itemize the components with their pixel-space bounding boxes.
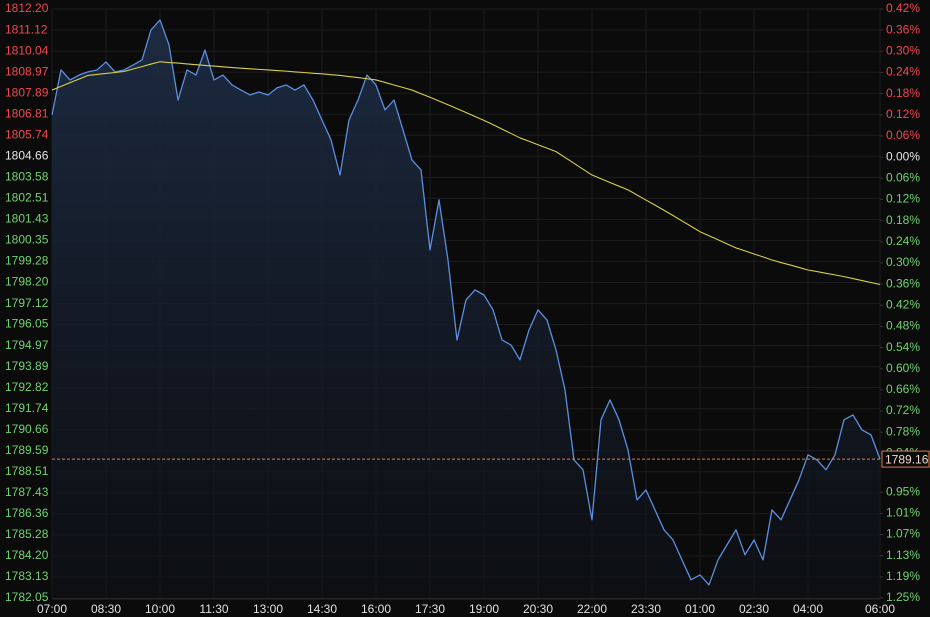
y2-tick-label: 0.48% xyxy=(886,319,920,333)
y-tick-label: 1786.36 xyxy=(5,506,49,520)
x-tick-label: 20:30 xyxy=(523,602,553,616)
y-tick-label: 1796.05 xyxy=(5,317,49,331)
y2-tick-label: 0.00% xyxy=(886,149,920,163)
y-tick-label: 1797.12 xyxy=(5,296,49,310)
y-tick-label: 1791.74 xyxy=(5,401,49,415)
y-tick-label: 1789.59 xyxy=(5,443,49,457)
y2-tick-label: 0.42% xyxy=(886,1,920,15)
y-tick-label: 1800.35 xyxy=(5,233,49,247)
y2-tick-label: 0.30% xyxy=(886,255,920,269)
line xyxy=(51,61,881,285)
x-tick-label: 01:00 xyxy=(685,602,715,616)
y-tick-label: 1788.51 xyxy=(5,464,49,478)
y2-tick-label: 1.13% xyxy=(886,548,920,562)
y2-tick-label: 0.24% xyxy=(886,234,920,248)
y2-tick-label: 1.25% xyxy=(886,590,920,604)
y-tick-label: 1801.43 xyxy=(5,212,49,226)
y-tick-label: 1799.28 xyxy=(5,254,49,268)
y2-tick-label: 0.30% xyxy=(886,43,920,57)
y2-tick-label: 0.12% xyxy=(886,107,920,121)
y-tick-label: 1784.20 xyxy=(5,548,49,562)
y-tick-label: 1807.89 xyxy=(5,85,49,99)
y-tick-label: 1803.58 xyxy=(5,170,49,184)
x-tick-label: 23:30 xyxy=(631,602,661,616)
plot xyxy=(51,19,881,598)
x-tick-label: 14:30 xyxy=(307,602,337,616)
x-tick-label: 02:30 xyxy=(739,602,769,616)
x-tick-label: 11:30 xyxy=(199,602,228,616)
y-tick-label: 1782.05 xyxy=(5,590,49,604)
x-tick-label: 07:00 xyxy=(37,602,67,616)
y2-tick-label: 0.06% xyxy=(886,170,920,184)
y2-tick-label: 0.66% xyxy=(886,382,920,396)
x-tick-label: 19:00 xyxy=(469,602,499,616)
y2-tick-label: 0.72% xyxy=(886,403,920,417)
y2-tick-label: 0.95% xyxy=(886,484,920,498)
y2-tick-label: 0.54% xyxy=(886,340,920,354)
y-tick-label: 1794.97 xyxy=(5,338,49,352)
y2-tick-label: 0.78% xyxy=(886,424,920,438)
y2-tick-label: 0.12% xyxy=(886,192,920,206)
y2-tick-label: 1.19% xyxy=(886,569,920,583)
y2-tick-label: 0.60% xyxy=(886,361,920,375)
last-price-label: 1789.16 xyxy=(885,452,929,466)
y2-tick-label: 0.42% xyxy=(886,297,920,311)
y-tick-label: 1793.89 xyxy=(5,359,49,373)
x-tick-label: 10:00 xyxy=(145,602,175,616)
x-tick-label: 06:00 xyxy=(865,602,895,616)
y-tick-label: 1806.81 xyxy=(5,106,49,120)
y2-tick-label: 0.24% xyxy=(886,65,920,79)
area xyxy=(52,19,880,598)
y-tick-label: 1805.74 xyxy=(5,127,49,141)
x-tick-label: 08:30 xyxy=(91,602,121,616)
y-tick-label: 1798.20 xyxy=(5,275,49,289)
x-tick-label: 13:00 xyxy=(253,602,283,616)
y-tick-label: 1808.97 xyxy=(5,64,49,78)
y-tick-label: 1783.13 xyxy=(5,569,49,583)
x-tick-label: 22:00 xyxy=(577,602,607,616)
last-price-box xyxy=(881,450,930,468)
axes: 1812.20 1811.12 1810.04 1808.97 1807.89 1806.… xyxy=(5,1,930,616)
y-tick-label: 1812.20 xyxy=(5,1,49,15)
y-tick-label: 1785.28 xyxy=(5,527,49,541)
x-tick-label: 16:00 xyxy=(361,602,391,616)
y-tick-label: 1811.12 xyxy=(5,22,48,36)
y2-tick-label: 0.18% xyxy=(886,213,920,227)
y2-tick-label: 0.36% xyxy=(886,276,920,290)
y-tick-label: 1802.51 xyxy=(5,190,49,204)
y-tick-label: 1787.43 xyxy=(5,485,49,499)
y2-tick-label: 0.18% xyxy=(886,86,920,100)
x-tick-label: 17:30 xyxy=(415,602,445,616)
y-tick-label: 1804.66 xyxy=(5,148,49,162)
y-tick-label: 1810.04 xyxy=(5,43,49,57)
y2-tick-label: 0.36% xyxy=(886,22,920,36)
y-tick-label: 1790.66 xyxy=(5,422,49,436)
y2-tick-label: 1.07% xyxy=(886,527,920,541)
y2-tick-label: 1.01% xyxy=(886,506,920,520)
x-tick-label: 04:00 xyxy=(793,602,823,616)
y2-tick-label: 0.06% xyxy=(886,128,920,142)
y-tick-label: 1792.82 xyxy=(5,380,49,394)
line xyxy=(51,19,881,586)
